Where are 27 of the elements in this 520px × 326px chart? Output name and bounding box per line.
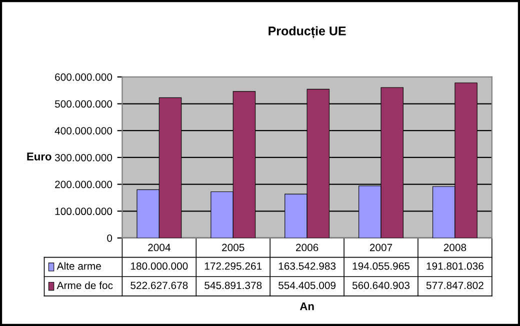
y-axis-title: Euro [27, 152, 52, 160]
x-tick-label: 2005 [222, 244, 244, 252]
data-label: 194.055.965 [352, 262, 410, 270]
data-label: 545.891.378 [204, 282, 262, 290]
legend-label: Arme de foc [56, 281, 113, 290]
y-tick-label: 100.000.000 [55, 208, 112, 216]
y-tick-label: 0 [107, 234, 112, 242]
x-tick-label: 2008 [444, 244, 466, 252]
y-tick-label: 500.000.000 [54, 100, 112, 108]
x-tick-label: 2006 [296, 244, 318, 252]
x-tick-label: 2007 [370, 244, 392, 252]
y-tick-label: 300.000.000 [54, 154, 112, 162]
data-label: 191.801.036 [426, 262, 484, 270]
y-tick-label: 400.000.000 [54, 127, 112, 134]
legend-label: Alte arme [56, 262, 101, 270]
x-axis-title: An [300, 302, 314, 310]
data-label: 554.405.009 [278, 282, 336, 290]
data-label: 172.295.261 [204, 262, 262, 270]
chart-title: Producție UE [268, 26, 346, 38]
y-tick-label: 200.000.000 [55, 180, 112, 188]
data-label: 163.542.983 [278, 262, 336, 270]
data-label: 522.627.678 [130, 282, 188, 290]
data-label: 577.847.802 [426, 282, 484, 290]
y-tick-label: 600.000.000 [55, 73, 112, 81]
data-label: 180.000.000 [131, 262, 188, 270]
x-tick-label: 2004 [148, 244, 170, 252]
data-label: 560.640.903 [352, 282, 410, 290]
